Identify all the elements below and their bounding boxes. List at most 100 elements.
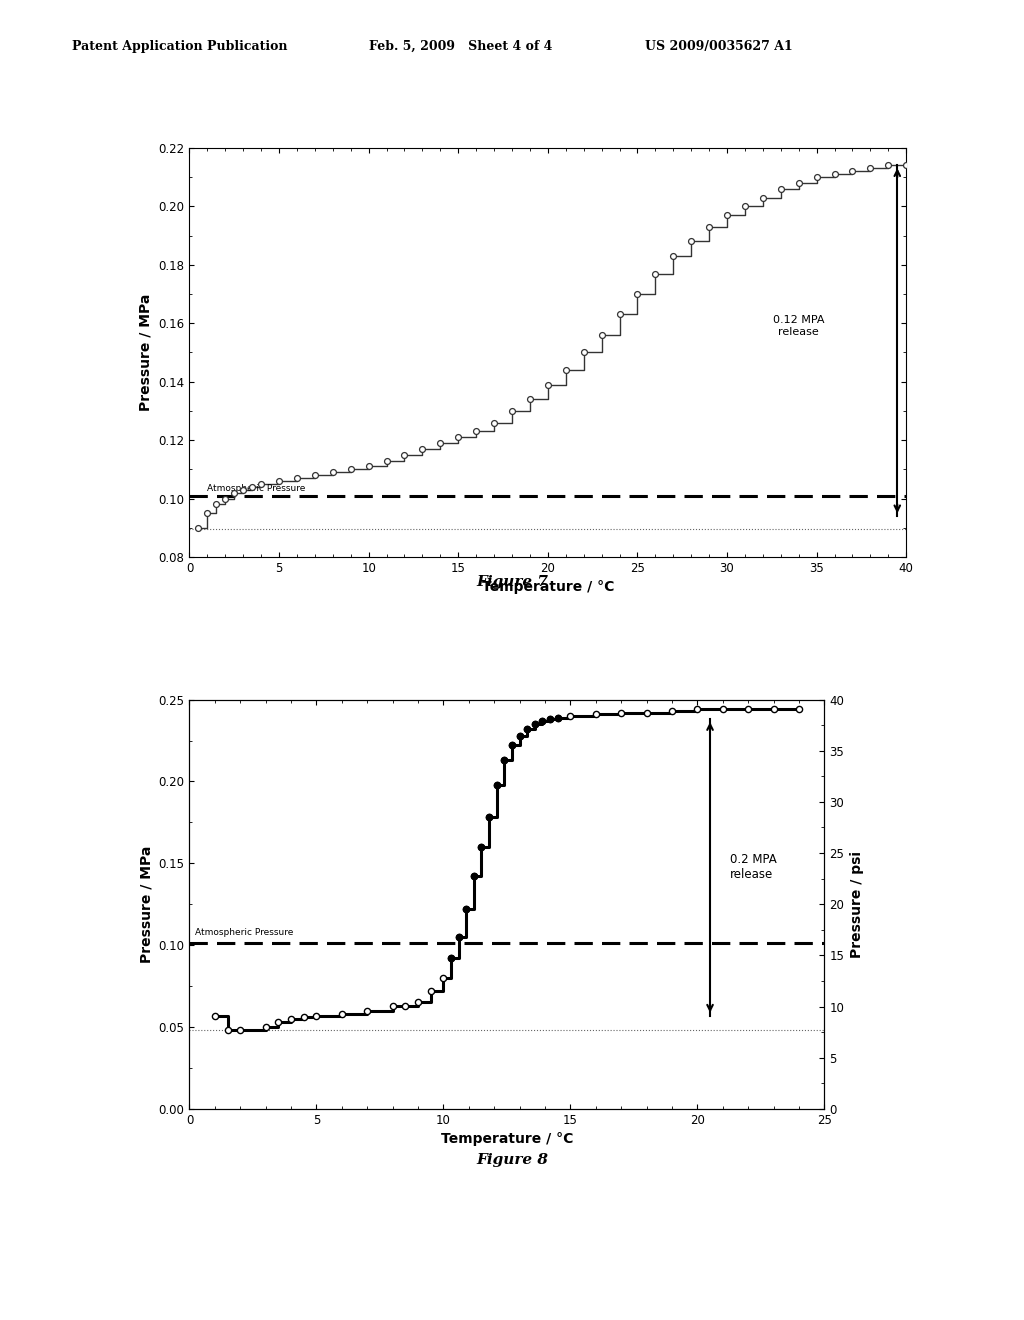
Point	[325, 462, 341, 483]
Point	[666, 246, 682, 267]
Point	[862, 158, 879, 180]
Point	[307, 465, 324, 486]
Point	[562, 705, 579, 726]
Point	[308, 1005, 325, 1026]
Point	[432, 433, 449, 454]
Point	[234, 479, 252, 500]
Point	[468, 421, 484, 442]
Point	[511, 725, 527, 746]
Point	[826, 164, 843, 185]
Point	[450, 426, 466, 447]
Point	[423, 981, 439, 1002]
Point	[715, 698, 731, 719]
Point	[226, 482, 243, 503]
Text: Atmospheric Pressure: Atmospheric Pressure	[207, 484, 306, 494]
Point	[511, 725, 527, 746]
X-axis label: Temperature / °C: Temperature / °C	[481, 581, 614, 594]
Point	[526, 714, 543, 735]
Point	[190, 517, 207, 539]
Point	[473, 837, 489, 858]
Point	[898, 154, 914, 176]
Point	[488, 774, 505, 795]
Point	[442, 948, 459, 969]
Point	[791, 173, 807, 194]
Text: US 2009/0035627 A1: US 2009/0035627 A1	[645, 40, 793, 53]
Text: Atmospheric Pressure: Atmospheric Pressure	[195, 928, 293, 937]
X-axis label: Temperature / °C: Temperature / °C	[440, 1133, 573, 1146]
Point	[700, 216, 717, 238]
Point	[342, 459, 358, 480]
Point	[396, 444, 413, 466]
Point	[410, 991, 426, 1012]
Point	[219, 1019, 236, 1040]
Point	[257, 1016, 273, 1038]
Point	[683, 231, 699, 252]
Point	[519, 718, 536, 739]
Point	[519, 718, 536, 739]
Point	[535, 710, 551, 731]
Point	[283, 1008, 299, 1030]
Point	[647, 263, 664, 284]
Point	[244, 477, 260, 498]
Point	[526, 714, 543, 735]
Point	[504, 400, 520, 421]
Point	[451, 927, 467, 948]
Point	[542, 709, 558, 730]
Text: Figure 7: Figure 7	[476, 576, 548, 589]
Point	[542, 709, 558, 730]
Point	[719, 205, 735, 226]
Point	[613, 702, 630, 723]
Point	[689, 698, 706, 719]
Y-axis label: Pressure / MPa: Pressure / MPa	[139, 846, 153, 962]
Point	[540, 374, 556, 395]
Point	[270, 470, 287, 491]
Point	[384, 995, 400, 1016]
Y-axis label: Pressure / psi: Pressure / psi	[850, 850, 863, 958]
Point	[289, 467, 305, 488]
Point	[458, 899, 474, 920]
Point	[458, 899, 474, 920]
Point	[473, 837, 489, 858]
Point	[557, 359, 573, 380]
Point	[808, 166, 824, 187]
Point	[359, 1001, 376, 1022]
Point	[451, 927, 467, 948]
Point	[232, 1019, 249, 1040]
Point	[791, 698, 807, 719]
Point	[844, 161, 860, 182]
Point	[296, 1007, 312, 1028]
Point	[466, 866, 482, 887]
Point	[378, 450, 394, 471]
Point	[208, 494, 224, 515]
Point	[466, 866, 482, 887]
Point	[414, 438, 430, 459]
Point	[334, 1003, 350, 1024]
Point	[664, 701, 680, 722]
Y-axis label: Pressure / MPa: Pressure / MPa	[139, 294, 153, 411]
Point	[772, 178, 788, 199]
Point	[442, 948, 459, 969]
Point	[575, 342, 592, 363]
Text: 0.12 MPA
release: 0.12 MPA release	[773, 315, 824, 337]
Point	[199, 503, 215, 524]
Point	[270, 1011, 287, 1032]
Point	[253, 474, 269, 495]
Point	[593, 325, 609, 346]
Point	[504, 735, 520, 756]
Point	[360, 455, 377, 477]
Point	[481, 807, 498, 828]
Point	[397, 995, 414, 1016]
Text: 0.2 MPA
release: 0.2 MPA release	[730, 853, 777, 882]
Point	[217, 488, 233, 510]
Point	[488, 774, 505, 795]
Point	[737, 195, 754, 216]
Text: Patent Application Publication: Patent Application Publication	[72, 40, 287, 53]
Text: Figure 8: Figure 8	[476, 1154, 548, 1167]
Point	[629, 284, 645, 305]
Point	[755, 187, 771, 209]
Point	[880, 154, 897, 176]
Point	[611, 304, 628, 325]
Point	[497, 750, 513, 771]
Point	[497, 750, 513, 771]
Text: Feb. 5, 2009   Sheet 4 of 4: Feb. 5, 2009 Sheet 4 of 4	[369, 40, 552, 53]
